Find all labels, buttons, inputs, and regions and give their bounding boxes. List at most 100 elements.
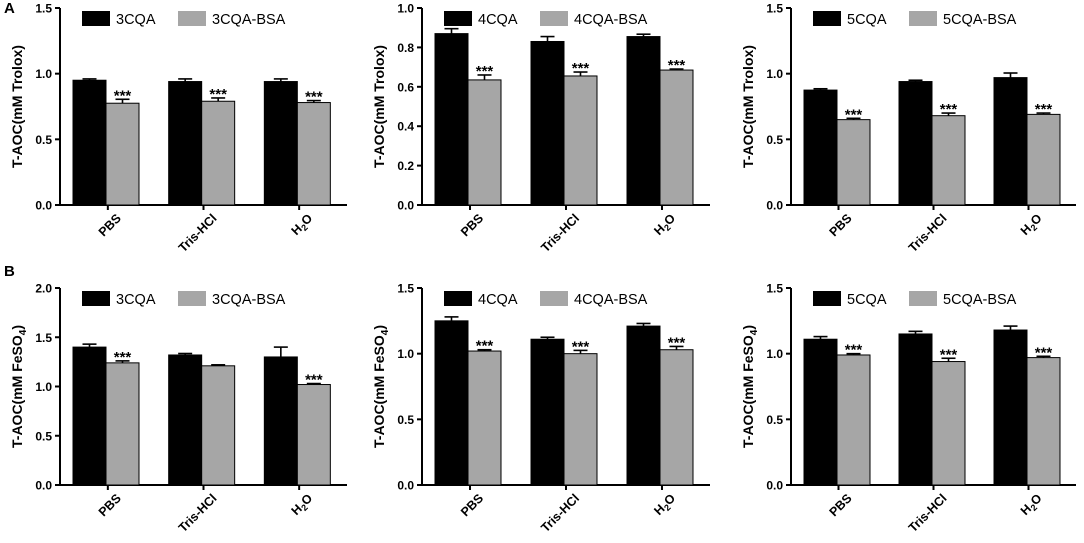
bar: [530, 40, 565, 206]
x-tick-label: H2O: [289, 491, 317, 519]
bar: [296, 384, 331, 486]
x-tick-label: H2O: [1018, 211, 1046, 239]
legend-swatch: [813, 291, 841, 306]
bar: [434, 33, 469, 206]
bar: [803, 338, 838, 486]
y-tick-label: 1.0: [397, 347, 414, 361]
x-tick-label: PBS: [458, 211, 486, 239]
y-tick-label: 1.5: [766, 282, 783, 296]
y-tick-label: 1.0: [766, 347, 783, 361]
y-tick-label: 1.5: [397, 282, 414, 296]
significance-mark: ***: [476, 63, 494, 80]
significance-mark: ***: [940, 346, 958, 363]
x-tick-label: Tris-HCl: [538, 491, 582, 535]
chart-a1: 0.0 0.5 1.0 1.5 T-AOC(mM Trolox) *** PBS *** Tri…: [9, 2, 347, 255]
bar: [563, 75, 598, 206]
bar: [659, 69, 694, 206]
y-tick-label: 0.2: [397, 159, 414, 173]
y-axis-title: T-AOC(mM FeSO4): [371, 325, 391, 448]
legend-label: 4CQA: [478, 292, 518, 308]
y-tick-label: 0.0: [35, 199, 52, 213]
y-axis-title: T-AOC(mM Trolox): [371, 45, 387, 168]
significance-mark: ***: [209, 86, 227, 103]
bar: [201, 100, 236, 206]
significance-mark: ***: [572, 60, 590, 77]
legend-label: 3CQA-BSA: [212, 292, 286, 308]
chart-b2: 0.0 0.5 1.0 1.5 T-AOC(mM FeSO4) *** PBS *** Tris…: [371, 282, 710, 535]
bar: [105, 102, 140, 206]
x-tick-label: PBS: [96, 211, 124, 239]
y-tick-label: 0.5: [766, 133, 783, 147]
legend-label: 4CQA: [478, 12, 518, 28]
significance-mark: ***: [114, 349, 132, 366]
panel-label-b: B: [4, 263, 15, 280]
legend-swatch: [444, 291, 472, 306]
legend-label: 3CQA: [116, 292, 156, 308]
significance-mark: ***: [845, 342, 863, 359]
x-tick-label: H2O: [1018, 491, 1046, 519]
y-tick-label: 0.0: [766, 479, 783, 493]
significance-mark: ***: [476, 338, 494, 355]
bar: [993, 77, 1028, 206]
bar: [931, 361, 966, 486]
x-tick-label: H2O: [651, 211, 679, 239]
bar: [931, 115, 966, 206]
y-tick-label: 1.0: [35, 380, 52, 394]
bar: [296, 102, 331, 206]
bar: [898, 333, 933, 486]
bar: [803, 89, 838, 206]
significance-mark: ***: [940, 101, 958, 118]
y-tick-label: 0.0: [397, 199, 414, 213]
chart-a2: 0.0 0.2 0.4 0.6 0.8 1.0 T-AOC(mM Trolox) *** PBS…: [371, 2, 710, 255]
significance-mark: ***: [305, 89, 323, 106]
bar: [105, 362, 140, 486]
bar: [530, 338, 565, 486]
bar: [168, 354, 203, 486]
y-tick-label: 0.0: [397, 479, 414, 493]
significance-mark: ***: [114, 87, 132, 104]
bar: [563, 353, 598, 486]
significance-mark: ***: [305, 372, 323, 389]
bar: [836, 119, 871, 206]
legend-swatch: [178, 11, 206, 26]
bar: [467, 79, 502, 206]
bar: [201, 365, 236, 486]
y-tick-label: 1.0: [35, 67, 52, 81]
x-tick-label: Tris-HCl: [176, 211, 220, 255]
y-tick-label: 0.5: [766, 413, 783, 427]
x-tick-label: H2O: [289, 211, 317, 239]
legend-label: 3CQA: [116, 12, 156, 28]
y-tick-label: 1.0: [766, 67, 783, 81]
y-axis-title: T-AOC(mM Trolox): [740, 45, 756, 168]
legend-label: 5CQA-BSA: [943, 292, 1017, 308]
significance-mark: ***: [668, 57, 686, 74]
y-tick-label: 0.4: [397, 120, 414, 134]
bar: [626, 36, 661, 206]
legend-label: 5CQA: [847, 292, 887, 308]
legend-label: 3CQA-BSA: [212, 12, 286, 28]
legend-swatch: [813, 11, 841, 26]
y-tick-label: 1.5: [766, 2, 783, 16]
y-axis-title: T-AOC(mM FeSO4): [9, 325, 29, 448]
x-tick-label: PBS: [458, 491, 486, 519]
y-tick-label: 0.0: [766, 199, 783, 213]
significance-mark: ***: [1035, 344, 1053, 361]
bar: [626, 325, 661, 486]
y-tick-label: 1.5: [35, 2, 52, 16]
x-tick-label: PBS: [827, 211, 855, 239]
significance-mark: ***: [1035, 101, 1053, 118]
bar: [72, 346, 107, 486]
x-tick-label: Tris-HCl: [176, 491, 220, 535]
bar: [467, 350, 502, 486]
chart-a3: 0.0 0.5 1.0 1.5 T-AOC(mM Trolox) *** PBS *** Tri…: [740, 2, 1076, 255]
legend-swatch: [82, 291, 110, 306]
y-tick-label: 0.5: [397, 413, 414, 427]
significance-mark: ***: [572, 338, 590, 355]
legend-label: 4CQA-BSA: [574, 12, 648, 28]
x-tick-label: PBS: [96, 491, 124, 519]
significance-mark: ***: [845, 106, 863, 123]
y-tick-label: 1.0: [397, 2, 414, 16]
legend-label: 5CQA-BSA: [943, 12, 1017, 28]
